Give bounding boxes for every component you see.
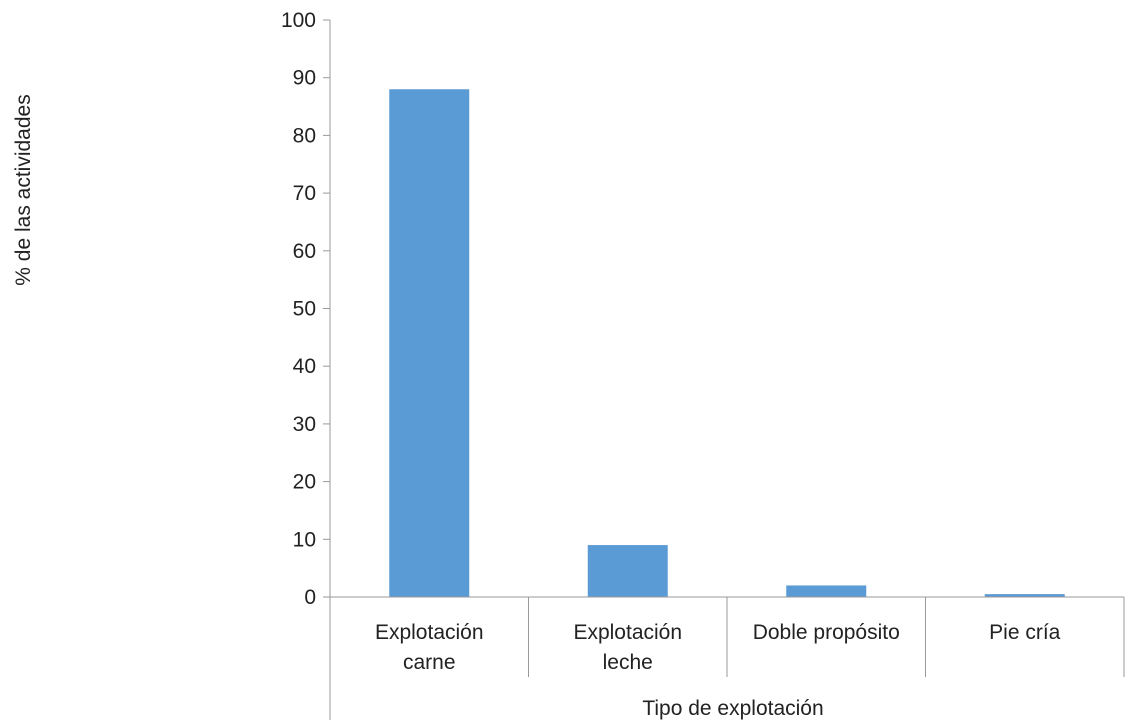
x-category-label-0-0: Explotación xyxy=(375,621,484,644)
y-tick-label-1: 10 xyxy=(293,528,316,551)
y-tick-label-6: 60 xyxy=(293,240,316,263)
bar-3 xyxy=(984,594,1065,597)
bar-1 xyxy=(587,545,668,597)
y-tick-label-0: 0 xyxy=(304,586,316,609)
y-tick-label-10: 100 xyxy=(281,9,316,32)
y-tick-label-5: 50 xyxy=(293,298,316,321)
bar-0 xyxy=(389,89,470,598)
y-ticks-group: 0 10 20 30 40 50 60 70 80 90 100 xyxy=(281,9,330,609)
bars-group xyxy=(389,89,1065,598)
y-tick-label-4: 40 xyxy=(293,355,316,378)
x-category-label-1-0: Explotación xyxy=(573,621,682,644)
x-category-label-1-1: leche xyxy=(603,651,653,674)
x-category-label-2-0: Doble propósito xyxy=(753,621,900,644)
bar-2 xyxy=(786,585,867,597)
x-category-label-0-1: carne xyxy=(403,651,456,674)
x-category-label-3-0: Pie cría xyxy=(989,621,1061,644)
y-tick-label-9: 90 xyxy=(293,67,316,90)
axes-group xyxy=(329,20,1125,720)
y-tick-label-3: 30 xyxy=(293,413,316,436)
x-axis-title: Tipo de explotación xyxy=(642,697,823,720)
x-categories-group: Explotación carne Explotación leche Doble pr… xyxy=(375,621,1061,674)
y-tick-label-2: 20 xyxy=(293,471,316,494)
y-axis-title: % de las actividades xyxy=(12,94,35,285)
y-tick-label-8: 80 xyxy=(293,124,316,147)
y-tick-label-7: 70 xyxy=(293,182,316,205)
